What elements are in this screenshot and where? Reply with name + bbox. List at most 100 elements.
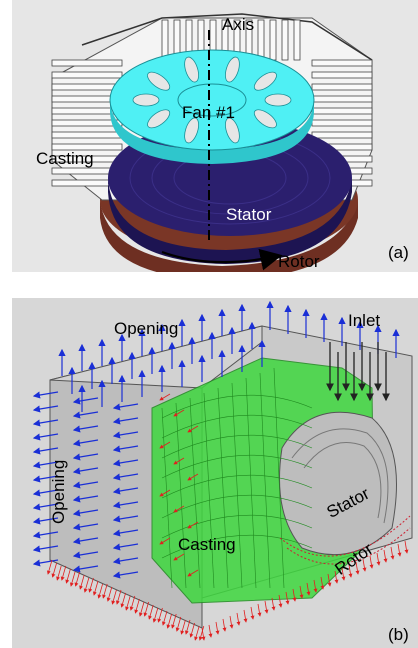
fin-right xyxy=(311,107,373,115)
outflow-arrow xyxy=(173,505,185,513)
outflow-arrow xyxy=(348,564,353,578)
outflow-arrow xyxy=(129,595,136,611)
opening-arrow xyxy=(72,523,99,531)
opening-arrow xyxy=(72,565,99,573)
outflow-arrow xyxy=(134,598,140,614)
panel-b-tag: (b) xyxy=(388,625,409,644)
outflow-arrow xyxy=(313,579,318,593)
panel-a-tag: (a) xyxy=(388,243,409,262)
opening-arrow xyxy=(72,537,99,545)
rotation-arrow xyxy=(161,248,283,271)
opening-arrow xyxy=(72,439,99,447)
opening-arrow xyxy=(32,545,59,553)
outflow-arrow xyxy=(215,621,220,635)
opening-arrow xyxy=(32,517,59,525)
outflow-arrow xyxy=(102,583,108,599)
outflow-arrow xyxy=(173,457,185,465)
fan-slot xyxy=(132,93,160,107)
opening-top-label: Opening xyxy=(114,319,179,338)
fin-right xyxy=(311,95,373,103)
fin-right xyxy=(311,59,373,67)
outflow-arrow xyxy=(159,489,171,497)
fan-slot xyxy=(253,71,277,91)
opening-arrow xyxy=(32,419,59,427)
outflow-arrow xyxy=(299,585,304,599)
opening-arrow xyxy=(112,487,139,495)
outflow-arrow xyxy=(69,571,76,587)
inlet-arrows xyxy=(326,342,390,402)
axis-label: Axis xyxy=(222,15,255,34)
fan-slot xyxy=(147,71,171,91)
rotor-label: Rotor xyxy=(278,252,320,271)
mesh-line xyxy=(203,392,215,589)
outflow-arrow xyxy=(187,569,199,577)
outflow-arrow xyxy=(56,565,62,581)
outflow-arrow xyxy=(208,624,213,638)
opening-arrow xyxy=(72,425,99,433)
outflow-arrow xyxy=(187,521,199,529)
outflow-arrow xyxy=(180,619,186,635)
casting-label: Casting xyxy=(36,149,94,168)
opening-arrow xyxy=(112,515,139,523)
opening-arrow xyxy=(72,551,99,559)
outflow-arrow xyxy=(65,568,71,584)
outflow-arrow xyxy=(189,622,195,638)
outflow-arrow xyxy=(271,597,276,611)
mesh-curve xyxy=(161,434,313,459)
outflow-arrow xyxy=(166,613,172,629)
outflow-arrow xyxy=(159,441,171,449)
outflow-arrows xyxy=(46,393,409,641)
outflow-arrow xyxy=(175,616,182,632)
outflow-arrow xyxy=(369,555,374,569)
outflow-arrow xyxy=(198,625,205,641)
mesh-curve xyxy=(161,394,313,419)
outflow-arrow xyxy=(161,610,168,626)
outflow-arrow xyxy=(383,549,388,563)
outflow-arrow xyxy=(327,573,332,587)
outflow-arrow xyxy=(236,612,241,626)
outflow-arrow xyxy=(88,577,94,593)
panel-a-motor-assembly: Axis Fan #1 Casting Stator Rotor (a) xyxy=(12,0,418,272)
outflow-arrow xyxy=(60,565,67,581)
outflow-arrow xyxy=(152,607,159,623)
fan-slot xyxy=(264,93,292,107)
outflow-arrow xyxy=(159,537,171,545)
outflow-arrow xyxy=(229,615,234,629)
opening-arrow xyxy=(32,461,59,469)
outflow-arrow xyxy=(404,540,409,554)
opening-arrow xyxy=(72,495,99,503)
outflow-arrow xyxy=(138,601,145,617)
outflow-arrow xyxy=(355,561,360,575)
fin-left xyxy=(51,131,123,139)
fin-right xyxy=(311,71,373,79)
fin-top xyxy=(269,19,277,61)
opening-arrow xyxy=(32,405,59,413)
outflow-arrow xyxy=(187,473,199,481)
outflow-arrow xyxy=(264,600,269,614)
outflow-arrow xyxy=(74,571,80,587)
outflow-arrow xyxy=(173,409,185,417)
mesh-line xyxy=(175,402,187,589)
opening-left-label: Opening xyxy=(49,459,68,524)
outflow-arrow xyxy=(194,625,200,641)
stator-label: Stator xyxy=(226,205,272,224)
opening-arrow xyxy=(32,391,59,399)
outflow-arrow xyxy=(115,589,122,605)
outflow-arrow xyxy=(306,582,311,596)
mesh-curve xyxy=(161,534,313,559)
opening-arrow xyxy=(72,453,99,461)
mesh-line xyxy=(245,377,257,589)
outflow-arrow xyxy=(187,425,199,433)
outflow-arrow xyxy=(285,591,290,605)
fan-1 xyxy=(109,49,315,164)
outflow-arrow xyxy=(83,577,90,593)
cfd-domain-drawing xyxy=(32,300,413,641)
opening-arrow xyxy=(72,411,99,419)
stator-rotor-rings xyxy=(279,428,411,565)
opening-arrow xyxy=(32,433,59,441)
opening-arrow xyxy=(112,557,139,565)
opening-arrow xyxy=(32,559,59,567)
opening-arrow xyxy=(32,531,59,539)
outflow-arrow xyxy=(111,589,117,605)
fin-left xyxy=(51,83,123,91)
